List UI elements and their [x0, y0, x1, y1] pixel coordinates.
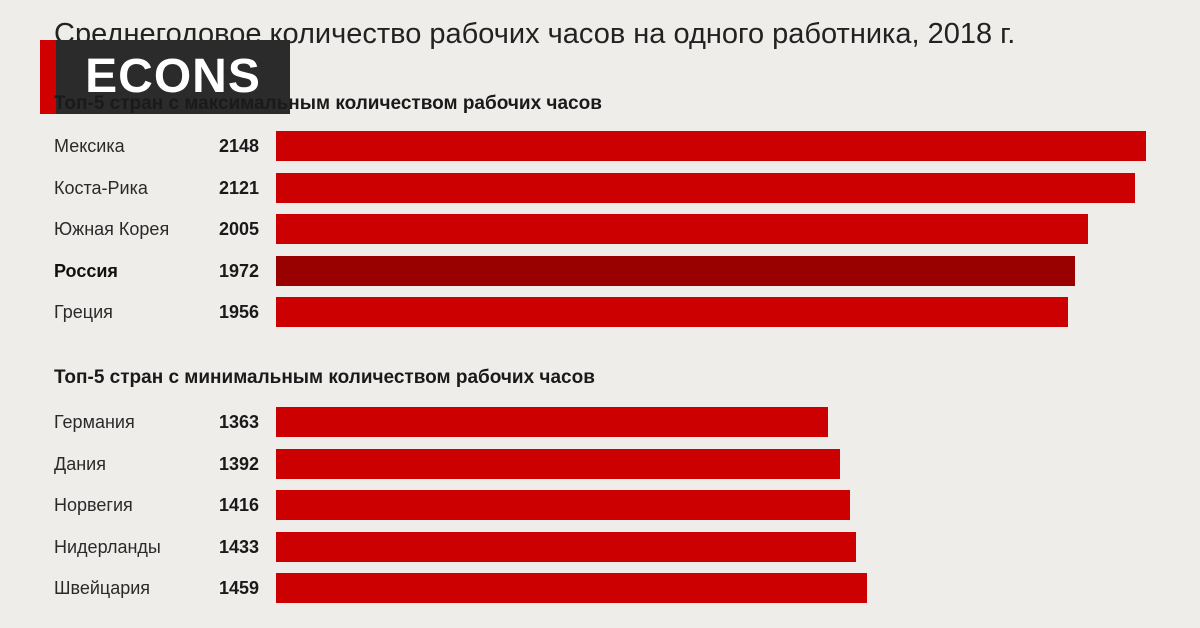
bar-row: Дания 1392 [0, 448, 1200, 479]
bar [276, 490, 850, 520]
value-label: 2121 [218, 177, 259, 198]
bar-row: Греция 1956 [0, 297, 1200, 327]
country-label: Греция [54, 302, 113, 322]
country-label: Коста-Рика [54, 177, 148, 198]
bar-row: Германия 1363 [0, 407, 1200, 437]
bar [276, 214, 1089, 244]
bar [276, 573, 867, 603]
bar-row: Мексика 2148 [0, 131, 1200, 161]
value-label: 1416 [218, 495, 259, 515]
section-title-max: Топ-5 стран с максимальным количеством р… [54, 93, 602, 114]
country-label: Россия [54, 260, 118, 281]
value-label: 1459 [218, 578, 259, 598]
bar-row: Нидерланды 1433 [0, 531, 1200, 562]
country-label: Германия [54, 412, 135, 432]
bar-row: Россия 1972 [0, 255, 1200, 286]
value-label: 1363 [218, 412, 259, 432]
section-title-min: Топ-5 стран с минимальным количеством ра… [54, 367, 595, 388]
country-label: Мексика [54, 136, 125, 156]
value-label: 2148 [218, 136, 259, 156]
bar [276, 297, 1069, 327]
logo-text: ECONS [56, 40, 290, 114]
value-label: 1972 [218, 260, 259, 281]
value-label: 1956 [218, 302, 259, 322]
bar [276, 448, 840, 479]
bar-row: Швейцария 1459 [0, 573, 1200, 603]
country-label: Норвегия [54, 495, 133, 515]
bar [276, 531, 857, 562]
value-label: 1392 [218, 453, 259, 474]
bar [276, 131, 1146, 161]
country-label: Южная Корея [54, 219, 170, 239]
bar-row: Южная Корея 2005 [0, 214, 1200, 244]
bar-row: Коста-Рика 2121 [0, 172, 1200, 203]
country-label: Нидерланды [54, 536, 161, 557]
bar-row: Норвегия 1416 [0, 490, 1200, 520]
logo-accent [40, 40, 56, 114]
econs-logo: ECONS [40, 40, 290, 114]
bar [276, 255, 1075, 286]
value-label: 2005 [218, 219, 259, 239]
bar [276, 407, 829, 437]
value-label: 1433 [218, 536, 259, 557]
bar [276, 172, 1136, 203]
country-label: Швейцария [54, 578, 151, 598]
country-label: Дания [54, 453, 106, 474]
